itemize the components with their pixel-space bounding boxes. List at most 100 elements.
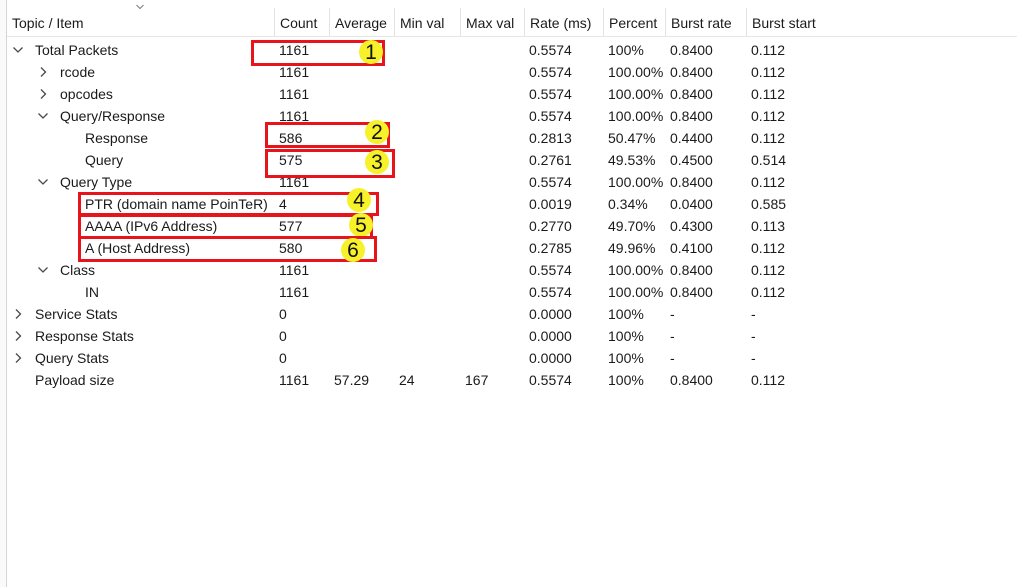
column-resize-handle[interactable] — [274, 8, 275, 36]
cell-topic: Query — [85, 152, 124, 168]
cell-burst-start: 0.112 — [751, 262, 785, 278]
cell-topic: Query Stats — [35, 350, 109, 366]
tree-row[interactable]: Class 1161 0.5574 100.00% 0.8400 0.112 — [7, 259, 1017, 281]
column-resize-handle[interactable] — [665, 8, 666, 36]
cell-burst-rate: 0.8400 — [670, 372, 713, 388]
column-header-average[interactable]: Average — [335, 15, 387, 31]
cell-percent: 100.00% — [608, 174, 664, 190]
column-resize-handle[interactable] — [394, 8, 395, 36]
cell-burst-rate: 0.8400 — [670, 86, 713, 102]
cell-burst-rate: - — [670, 350, 675, 366]
cell-rate: 0.2785 — [529, 240, 572, 256]
tree-row[interactable]: AAAA (IPv6 Address) 577 0.2770 49.70% 0.4300… — [7, 215, 1017, 237]
cell-count: 1161 — [279, 284, 310, 300]
left-panel-border — [0, 0, 7, 587]
tree-row[interactable]: Response Stats 0 0.0000 100% - - — [7, 325, 1017, 347]
cell-burst-start: 0.112 — [751, 86, 785, 102]
tree-row[interactable]: Query Stats 0 0.0000 100% - - — [7, 347, 1017, 369]
cell-topic: Response — [85, 130, 149, 146]
column-header-max-val[interactable]: Max val — [466, 15, 515, 31]
cell-rate: 0.0019 — [529, 196, 572, 212]
chevron-right-icon[interactable] — [12, 330, 24, 342]
cell-rate: 0.2770 — [529, 218, 572, 234]
cell-percent: 50.47% — [608, 130, 656, 146]
cell-percent: 100% — [608, 42, 644, 58]
cell-percent: 49.96% — [608, 240, 656, 256]
cell-count: 1161 — [279, 372, 310, 388]
cell-rate: 0.0000 — [529, 306, 572, 322]
cell-burst-rate: - — [670, 306, 675, 322]
cell-topic: Query Type — [60, 174, 133, 190]
cell-topic: AAAA (IPv6 Address) — [85, 218, 218, 234]
column-header-min-val[interactable]: Min val — [400, 15, 445, 31]
stats-tree[interactable]: Topic / Item Count Average Min val Max val Ra… — [7, 0, 1017, 587]
column-resize-handle[interactable] — [460, 8, 461, 36]
cell-burst-start: 0.585 — [751, 196, 787, 212]
column-resize-handle[interactable] — [329, 8, 330, 36]
cell-burst-rate: 0.8400 — [670, 108, 713, 124]
cell-rate: 0.5574 — [529, 64, 572, 80]
tree-row[interactable]: Service Stats 0 0.0000 100% - - — [7, 303, 1017, 325]
column-header-burst-rate[interactable]: Burst rate — [671, 15, 732, 31]
tree-row[interactable]: opcodes 1161 0.5574 100.00% 0.8400 0.112 — [7, 83, 1017, 105]
highlight-box — [78, 236, 377, 262]
cell-burst-start: 0.112 — [751, 284, 785, 300]
cell-percent: 100% — [608, 372, 644, 388]
cell-count: 1161 — [279, 64, 310, 80]
chevron-right-icon[interactable] — [37, 66, 49, 78]
tree-row[interactable]: PTR (domain name PoinTeR) 4 0.0019 0.34% 0.0… — [7, 193, 1017, 215]
cell-rate: 0.5574 — [529, 262, 572, 278]
chevron-down-icon[interactable] — [12, 44, 24, 56]
cell-topic: Class — [60, 262, 96, 278]
cell-burst-rate: 0.8400 — [670, 64, 713, 80]
tree-row[interactable]: Payload size 1161 57.29 24 167 0.5574 100% 0.84… — [7, 369, 1017, 391]
cell-percent: 100% — [608, 306, 644, 322]
tree-row[interactable]: Query/Response 1161 0.5574 100.00% 0.8400 0.1… — [7, 105, 1017, 127]
cell-burst-start: 0.514 — [751, 152, 787, 168]
cell-burst-start: 0.112 — [751, 240, 785, 256]
chevron-down-icon[interactable] — [37, 110, 49, 122]
annotation-number-badge: 5 — [349, 213, 373, 237]
cell-burst-rate: 0.8400 — [670, 42, 713, 58]
chevron-right-icon[interactable] — [12, 308, 24, 320]
cell-percent: 100.00% — [608, 64, 664, 80]
tree-row[interactable]: Query Type 1161 0.5574 100.00% 0.8400 0.112 — [7, 171, 1017, 193]
cell-burst-start: 0.113 — [751, 218, 785, 234]
cell-count: 1161 — [279, 108, 310, 124]
column-resize-handle[interactable] — [603, 8, 604, 36]
tree-row[interactable]: Total Packets 1161 0.5574 100% 0.8400 0.112 — [7, 39, 1017, 61]
cell-count: 580 — [279, 240, 303, 256]
chevron-right-icon[interactable] — [12, 352, 24, 364]
column-header-rate[interactable]: Rate (ms) — [530, 15, 592, 31]
cell-percent: 100.00% — [608, 262, 664, 278]
tree-row[interactable]: Response 586 0.2813 50.47% 0.4400 0.112 — [7, 127, 1017, 149]
cell-count: 4 — [279, 196, 287, 212]
tree-row[interactable]: rcode 1161 0.5574 100.00% 0.8400 0.112 — [7, 61, 1017, 83]
column-header-burst-start[interactable]: Burst start — [752, 15, 816, 31]
tree-row[interactable]: A (Host Address) 580 0.2785 49.96% 0.4100 0.1… — [7, 237, 1017, 259]
chevron-right-icon[interactable] — [37, 88, 49, 100]
cell-topic: A (Host Address) — [85, 240, 191, 256]
column-header-count[interactable]: Count — [280, 15, 318, 31]
tree-row[interactable]: Query 575 0.2761 49.53% 0.4500 0.514 — [7, 149, 1017, 171]
cell-max-val: 167 — [465, 372, 489, 388]
cell-percent: 49.53% — [608, 152, 656, 168]
chevron-down-icon[interactable] — [37, 264, 49, 276]
chevron-down-icon[interactable] — [37, 176, 49, 188]
column-resize-handle[interactable] — [524, 8, 525, 36]
cell-burst-start: 0.112 — [751, 372, 785, 388]
column-header-percent[interactable]: Percent — [609, 15, 658, 31]
tree-row[interactable]: IN 1161 0.5574 100.00% 0.8400 0.112 — [7, 281, 1017, 303]
cell-rate: 0.0000 — [529, 328, 572, 344]
cell-burst-rate: 0.8400 — [670, 262, 713, 278]
cell-rate: 0.5574 — [529, 42, 572, 58]
cell-topic: rcode — [60, 64, 96, 80]
cell-count: 586 — [279, 130, 303, 146]
cell-count: 1161 — [279, 174, 310, 190]
cell-percent: 100.00% — [608, 86, 664, 102]
column-resize-handle[interactable] — [746, 8, 747, 36]
cell-burst-start: 0.112 — [751, 130, 785, 146]
cell-count: 0 — [279, 306, 287, 322]
column-header-topic[interactable]: Topic / Item — [12, 15, 84, 31]
highlight-box — [265, 149, 395, 178]
